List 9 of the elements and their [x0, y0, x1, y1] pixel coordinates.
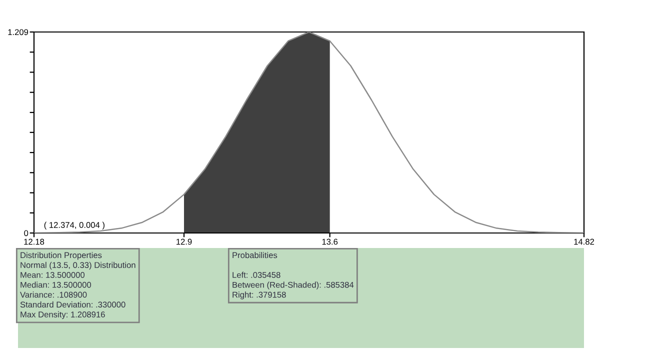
y-tick-label: 0: [24, 230, 28, 236]
text: Probabilities Left: .035458 Between (Red-Shaded): .585384 Right: .379158: [232, 252, 354, 300]
annotation: ( 12.374, 0.004 ): [44, 222, 104, 230]
text: Distribution Properties Normal (13.5, 0.33) Distribution Mean: 13.500000 Median: 13.500000 Variance: .108900 Standard Deviation: .330000 Max Density: 1.208916: [20, 252, 136, 320]
x-tick-label: 14.82: [574, 238, 594, 245]
x-tick-label: 13.6: [322, 238, 338, 245]
y-tick-label: 1.209: [8, 29, 28, 36]
x-tick-label: 12.9: [176, 238, 192, 245]
x-tick-label: 12.18: [24, 238, 44, 245]
